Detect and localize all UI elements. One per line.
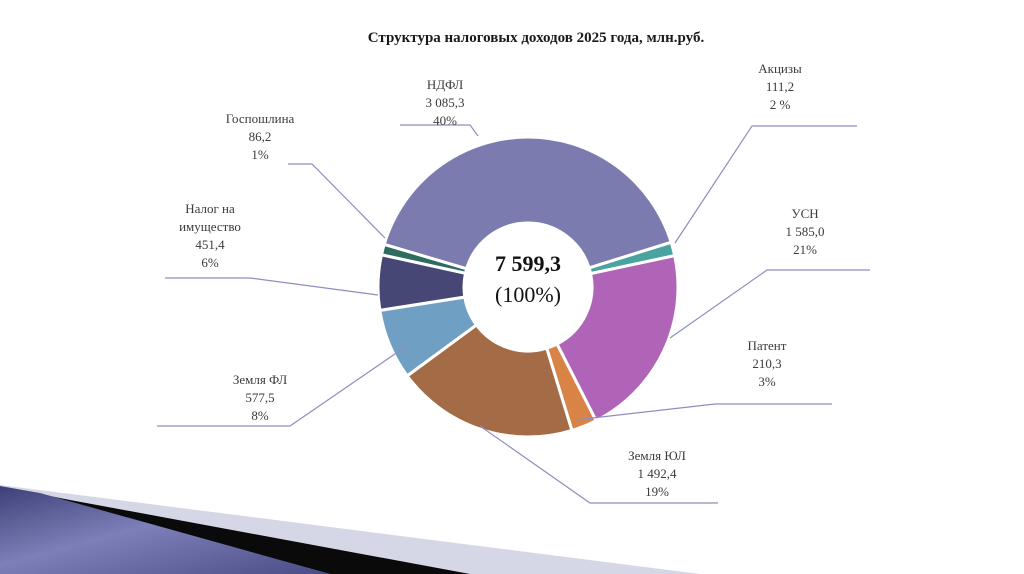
leader-line-zemlya-yul (479, 425, 718, 504)
leader-line-ndfl (400, 124, 479, 137)
label-akcizy: Акцизы 111,2 2 % (758, 61, 802, 112)
slice-usn (555, 253, 680, 423)
label-nalog-na-imushchestvo: Налог на имущество 451,4 6% (179, 201, 241, 270)
leader-line-patent (574, 403, 832, 421)
slice-zemlya-yul (405, 322, 574, 439)
label-patent: Патент 210,3 3% (747, 338, 787, 389)
label-gosposhlina: Госпошлина 86,2 1% (225, 111, 295, 162)
leader-line-gosposhlina (288, 163, 386, 239)
label-zemlya-yul: Земля ЮЛ 1 492,4 19% (628, 448, 686, 499)
leader-line-usn (669, 269, 870, 339)
label-usn: УСН 1 585,0 21% (785, 206, 825, 257)
leader-line-akcizy (674, 125, 857, 244)
chart-title: Структура налоговых доходов 2025 года, м… (367, 30, 705, 46)
slice-gosposhlina (379, 242, 469, 276)
donut-center-total: 7 599,3 (495, 251, 561, 276)
leader-line-nalog-na-imushchestvo (165, 277, 379, 296)
label-zemlya-fl: Земля ФЛ 577,5 8% (232, 372, 288, 423)
label-ndfl: НДФЛ 3 085,3 40% (425, 77, 465, 128)
donut-center-percent: (100%) (495, 282, 561, 307)
leader-line-zemlya-fl (157, 344, 409, 427)
slice-ndfl (382, 135, 674, 271)
